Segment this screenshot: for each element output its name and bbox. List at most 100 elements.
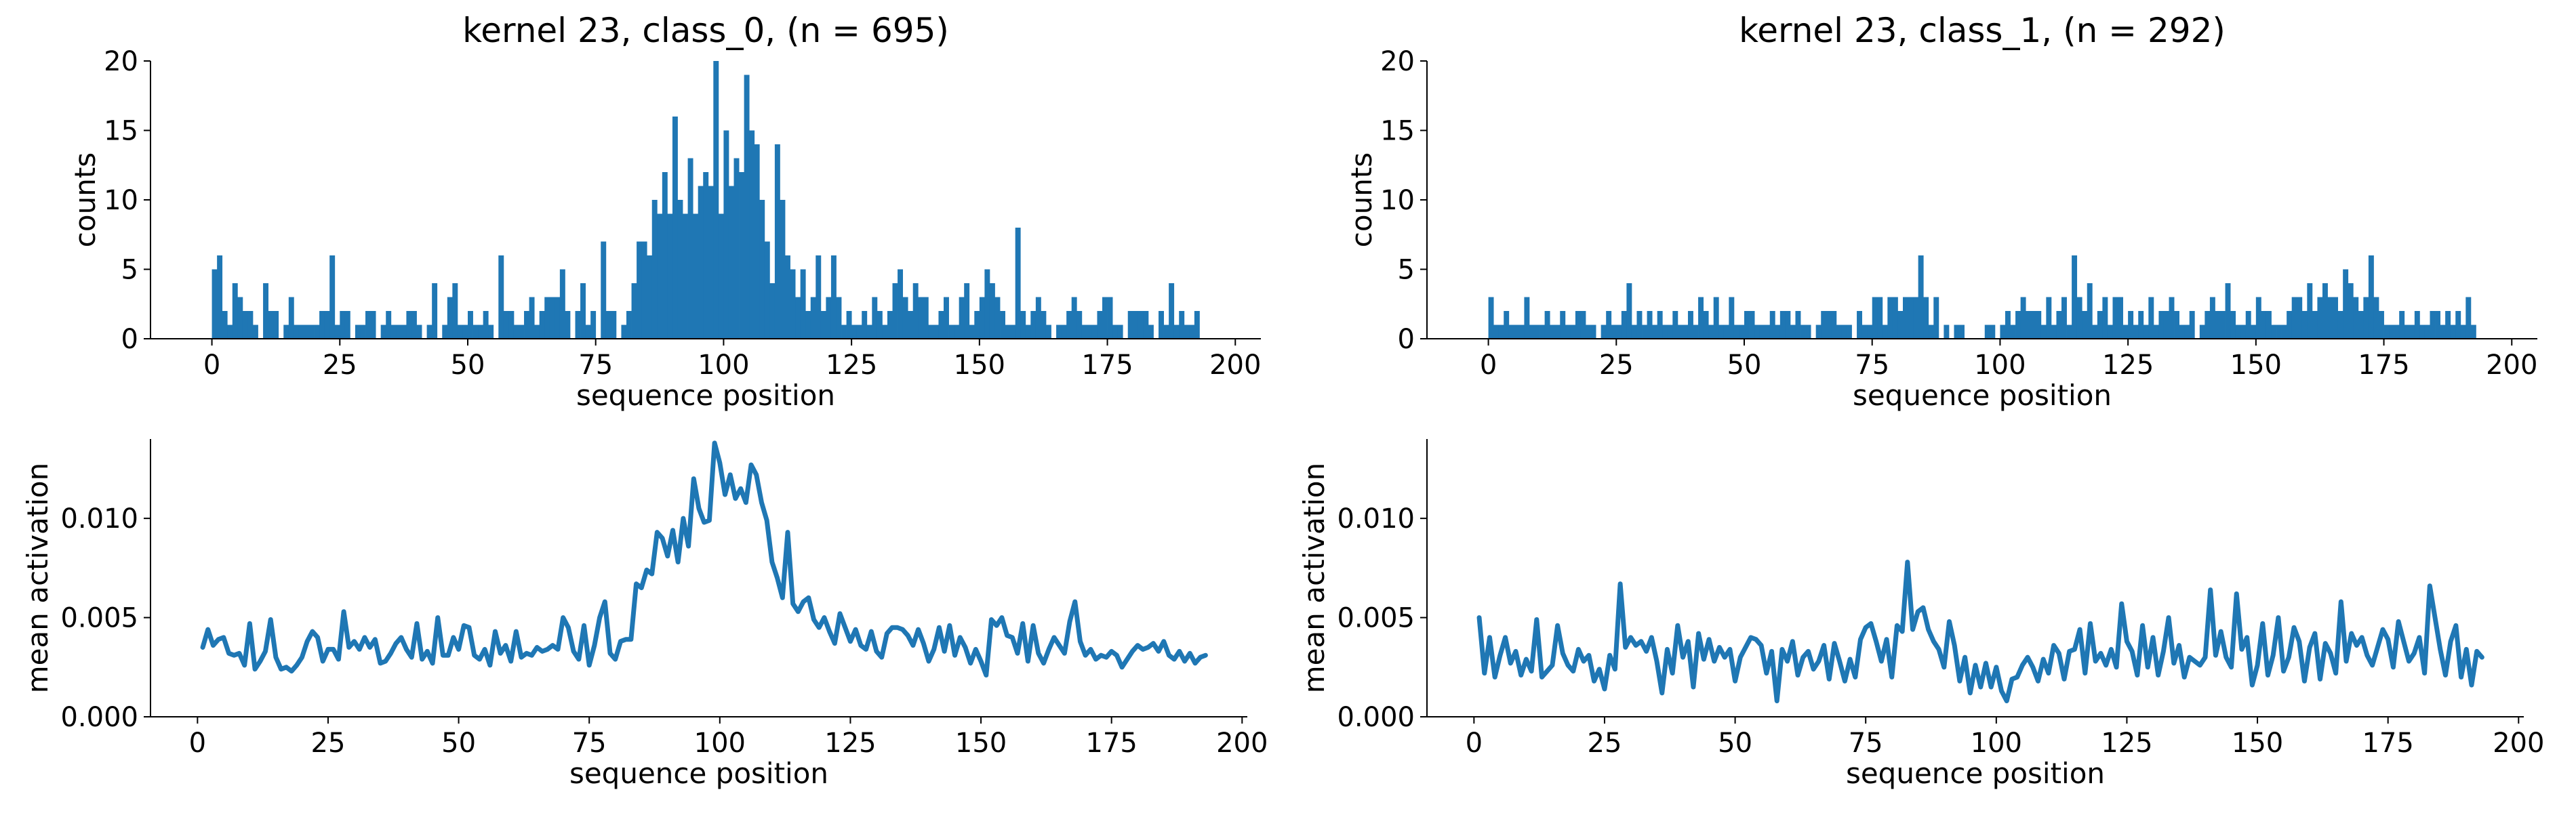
histogram-bar [1565, 325, 1571, 339]
histogram-bar [2251, 325, 2257, 339]
histogram-bar [524, 311, 529, 339]
x-tick-label: 125 [826, 350, 877, 381]
histogram-bar [647, 255, 653, 339]
histogram-bar [2174, 311, 2180, 339]
histogram-bar [2255, 297, 2261, 339]
histogram-bar [1631, 325, 1637, 339]
histogram-bar [708, 186, 714, 339]
x-tick-label: 100 [1971, 728, 2022, 759]
histogram-bar [882, 325, 888, 339]
histogram-bar [1944, 325, 1950, 339]
histogram-bar [237, 297, 243, 339]
y-tick-label: 15 [104, 116, 138, 147]
histogram-bar [898, 269, 904, 339]
histogram-bar [1488, 297, 1494, 339]
histogram-bar [2087, 283, 2093, 339]
histogram-bar [2455, 311, 2461, 339]
histogram-bar [1744, 311, 1750, 339]
histogram-bar [1861, 325, 1868, 339]
histogram-bar [2235, 325, 2241, 339]
histogram-bar [2389, 325, 2395, 339]
histogram-bar [1867, 325, 1873, 339]
histogram-bar [2107, 325, 2113, 339]
y-tick-label: 0.010 [1337, 503, 1415, 535]
histogram-bar [1005, 325, 1011, 339]
histogram-bar [401, 325, 407, 339]
histogram-bar [959, 297, 965, 339]
histogram-bar [2072, 255, 2078, 339]
histogram-bar [1514, 325, 1520, 339]
histogram-bar [964, 283, 970, 339]
histogram-bar [1703, 311, 1709, 339]
histogram-bar [1928, 325, 1934, 339]
histogram-bar [672, 117, 678, 339]
histogram-bar [1081, 325, 1087, 339]
histogram-bar [774, 144, 780, 339]
histogram-bar [268, 311, 274, 339]
histogram-bar [1882, 325, 1888, 339]
histogram-bar [2209, 297, 2215, 339]
histogram-bar [1107, 297, 1113, 339]
x-tick-label: 50 [1718, 728, 1752, 759]
histogram-bar [1570, 325, 1576, 339]
histogram-bar [2261, 311, 2267, 339]
histogram-bar [1779, 311, 1786, 339]
histogram-bar [396, 325, 402, 339]
histogram-bar [1133, 311, 1139, 339]
activation-line [200, 440, 1208, 678]
histogram-bar [1790, 325, 1796, 339]
chart-title: kernel 23, class_1, (n = 292) [1739, 11, 2226, 50]
histogram-bar [1580, 311, 1586, 339]
histogram-bar [2102, 297, 2108, 339]
histogram-bar [309, 325, 315, 339]
histogram-bar [1590, 325, 1596, 339]
histogram-bar [2245, 311, 2251, 339]
histogram-bar [2450, 325, 2456, 339]
x-tick-label: 175 [1081, 350, 1133, 381]
histogram-bar [1990, 325, 1996, 339]
x-axis-label: sequence position [569, 757, 828, 790]
histogram-bar [846, 311, 852, 339]
histogram-bar [314, 325, 320, 339]
histogram-bar [2322, 283, 2328, 339]
histogram-bar [2153, 325, 2159, 339]
histogram-bar [2343, 269, 2349, 339]
histogram-bar [892, 283, 898, 339]
x-tick-label: 150 [955, 728, 1007, 759]
histogram-bar [329, 255, 336, 339]
histogram-bar [590, 311, 597, 339]
histogram-bar [989, 283, 995, 339]
x-tick-label: 75 [1849, 728, 1883, 759]
histogram-bar [626, 311, 632, 339]
histogram-bar [1795, 311, 1801, 339]
histogram-bar [1015, 228, 1021, 339]
x-tick-label: 0 [203, 350, 220, 381]
histogram-bar [304, 325, 310, 339]
histogram-bar [693, 213, 699, 339]
histogram-bar [1959, 325, 1965, 339]
histogram-bar [1892, 297, 1898, 339]
histogram-bar [805, 311, 811, 339]
x-tick-label: 100 [698, 350, 749, 381]
histogram-bar [601, 241, 607, 339]
histogram-bar [1677, 325, 1683, 339]
histogram-bar [2112, 297, 2118, 339]
histogram-bar [611, 311, 617, 339]
histogram-bar [380, 325, 386, 339]
histogram-bar [2158, 311, 2165, 339]
histogram-bar [1708, 325, 1714, 339]
histogram-bar [2271, 325, 2277, 339]
histogram-bar [2394, 325, 2400, 339]
histogram-bar [1872, 297, 1878, 339]
activation-line [1476, 560, 2484, 704]
histogram-bar [1826, 311, 1832, 339]
histogram-bar [1112, 325, 1119, 339]
histogram-bar [2128, 311, 2134, 339]
histogram-bar [2276, 325, 2282, 339]
histogram-bar [2240, 325, 2247, 339]
histogram-bar [1621, 311, 1627, 339]
x-tick-label: 150 [2230, 350, 2282, 381]
histogram-bar [2430, 311, 2436, 339]
